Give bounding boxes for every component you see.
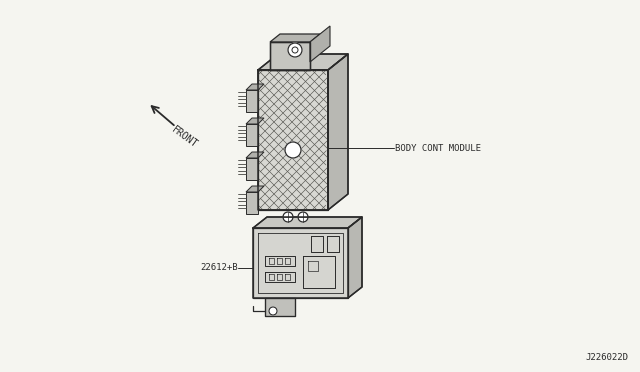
Polygon shape bbox=[328, 54, 348, 210]
Polygon shape bbox=[270, 42, 310, 70]
Polygon shape bbox=[246, 152, 264, 158]
Circle shape bbox=[283, 212, 293, 222]
Circle shape bbox=[269, 307, 277, 315]
Polygon shape bbox=[258, 54, 348, 70]
Text: 22612+B: 22612+B bbox=[200, 263, 237, 273]
Polygon shape bbox=[270, 34, 320, 42]
Polygon shape bbox=[258, 70, 328, 210]
Polygon shape bbox=[246, 192, 258, 214]
Polygon shape bbox=[246, 158, 258, 180]
Polygon shape bbox=[246, 90, 258, 112]
Circle shape bbox=[288, 43, 302, 57]
Polygon shape bbox=[246, 124, 258, 146]
Polygon shape bbox=[310, 26, 330, 62]
Text: J226022D: J226022D bbox=[585, 353, 628, 362]
Polygon shape bbox=[265, 298, 295, 316]
Polygon shape bbox=[246, 118, 264, 124]
Circle shape bbox=[298, 212, 308, 222]
Polygon shape bbox=[253, 217, 362, 228]
Polygon shape bbox=[246, 186, 264, 192]
Polygon shape bbox=[253, 228, 348, 298]
Polygon shape bbox=[246, 84, 264, 90]
Polygon shape bbox=[348, 217, 362, 298]
Circle shape bbox=[285, 142, 301, 158]
Text: FRONT: FRONT bbox=[170, 125, 200, 150]
Text: BODY CONT MODULE: BODY CONT MODULE bbox=[395, 144, 481, 153]
